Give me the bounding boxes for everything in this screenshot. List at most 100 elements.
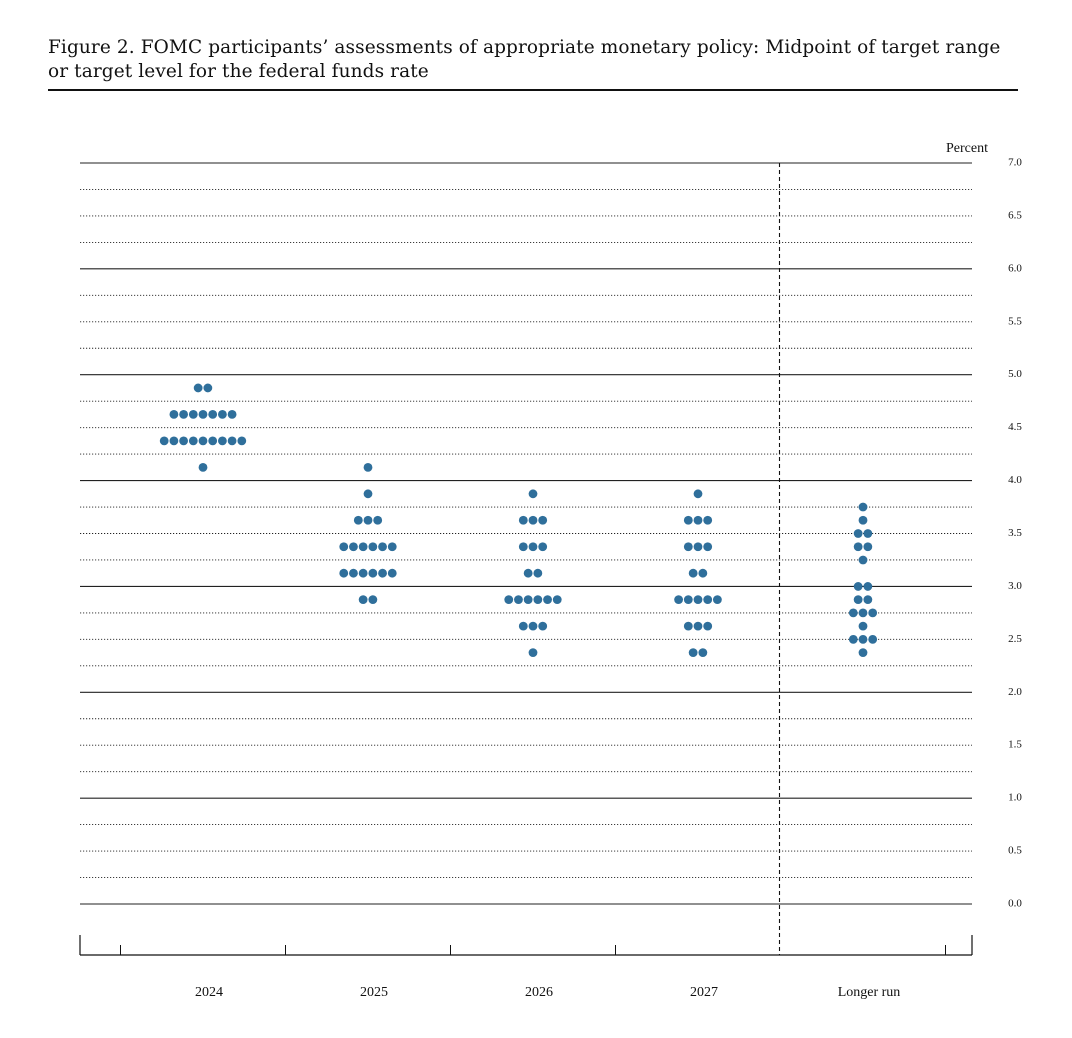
y-tick-label: 7.0: [1008, 157, 1022, 169]
dot: [698, 648, 708, 657]
dot: [538, 515, 548, 525]
dot: [358, 595, 368, 605]
dot: [523, 568, 533, 578]
dot: [858, 648, 868, 657]
dot: [363, 515, 373, 525]
y-tick-label: 6.5: [1008, 209, 1022, 221]
dot: [868, 634, 878, 644]
x-tick-label: Longer run: [838, 985, 901, 1000]
dot: [528, 515, 538, 525]
dot: [528, 489, 538, 499]
dot: [339, 568, 349, 578]
dot: [868, 608, 878, 618]
dot: [169, 436, 179, 446]
dot: [198, 462, 208, 472]
dot: [339, 542, 349, 552]
dot: [179, 436, 189, 446]
dot: [858, 621, 868, 631]
dot: [368, 568, 378, 578]
dot: [863, 582, 873, 591]
dot: [227, 410, 237, 419]
dot: [538, 621, 548, 631]
y-axis-label: Percent: [946, 141, 988, 156]
dot: [514, 595, 523, 605]
dot: [538, 542, 548, 552]
y-tick-label: 0.5: [1008, 845, 1022, 857]
x-tick-label: 2026: [525, 985, 553, 1000]
x-tick-label: 2027: [690, 985, 718, 1000]
dot: [523, 595, 533, 605]
y-tick-label: 5.5: [1008, 315, 1022, 327]
dot: [688, 568, 698, 578]
dot: [693, 621, 703, 631]
dot: [863, 529, 873, 538]
dot: [218, 436, 227, 446]
dot: [198, 410, 208, 419]
dot: [349, 568, 358, 578]
dot: [863, 542, 873, 552]
dot: [203, 383, 213, 393]
dot: [373, 515, 383, 525]
y-tick-label: 4.0: [1008, 474, 1022, 486]
dot: [853, 582, 863, 591]
x-tick-label: 2024: [195, 985, 223, 1000]
dot: [853, 595, 863, 605]
dot: [363, 462, 373, 472]
dot: [363, 489, 373, 499]
dot: [703, 595, 713, 605]
dot: [208, 410, 218, 419]
y-tick-label: 3.0: [1008, 580, 1022, 592]
dot: [693, 489, 703, 499]
dot: [552, 595, 562, 605]
dot: [683, 595, 693, 605]
dot: [693, 515, 703, 525]
dot: [193, 383, 203, 393]
dot: [858, 502, 868, 512]
dot: [159, 436, 169, 446]
dot: [693, 595, 703, 605]
dot: [703, 515, 713, 525]
dot: [853, 529, 863, 538]
dot: [368, 542, 378, 552]
dot: [853, 542, 863, 552]
dot: [188, 410, 198, 419]
dot: [179, 410, 189, 419]
y-tick-label: 6.0: [1008, 262, 1022, 274]
dot: [378, 568, 387, 578]
y-tick-label: 1.5: [1008, 739, 1022, 751]
dot: [543, 595, 552, 605]
dot: [698, 568, 708, 578]
dot: [863, 595, 873, 605]
dot: [237, 436, 247, 446]
dot: [858, 634, 868, 644]
dot: [703, 542, 713, 552]
dot: [528, 542, 538, 552]
y-tick-label: 0.0: [1008, 898, 1022, 910]
dot: [208, 436, 218, 446]
dot: [703, 621, 713, 631]
dot: [528, 648, 538, 657]
dot: [858, 555, 868, 565]
dot: [368, 595, 378, 605]
y-tick-label: 1.0: [1008, 792, 1022, 804]
dot: [169, 410, 179, 419]
dot: [528, 621, 538, 631]
dot: [688, 648, 698, 657]
dot: [358, 568, 368, 578]
dot: [188, 436, 198, 446]
title-rule: [48, 89, 1018, 91]
dot: [387, 568, 397, 578]
dot: [518, 621, 528, 631]
dot: [198, 436, 208, 446]
dot: [533, 595, 543, 605]
dot: [349, 542, 358, 552]
dot: [848, 634, 858, 644]
dot: [683, 621, 693, 631]
dot: [683, 542, 693, 552]
dot: [353, 515, 363, 525]
dot: [378, 542, 387, 552]
dot: [858, 608, 868, 618]
dot: [504, 595, 514, 605]
